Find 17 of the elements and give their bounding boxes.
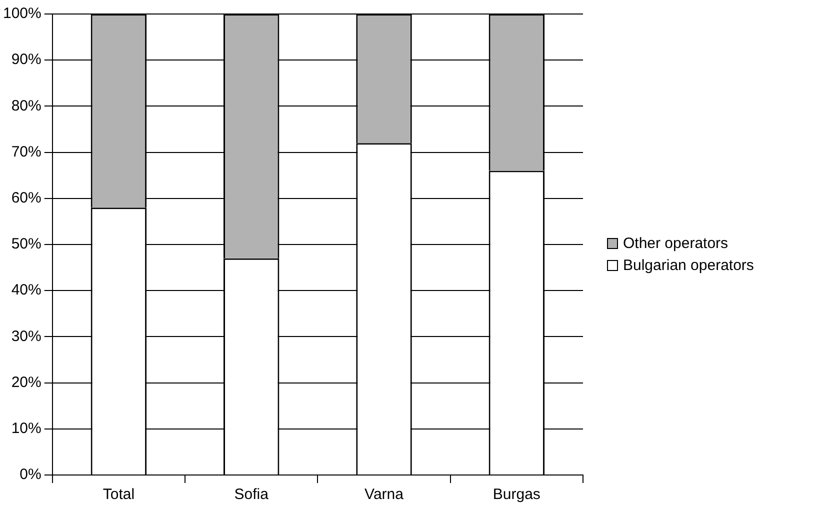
x-tick-label: Sofia: [234, 486, 270, 504]
x-tick-label: Varna: [364, 486, 404, 504]
y-tick-label: 30%: [11, 328, 42, 345]
text: Bulgarian operators: [623, 256, 754, 274]
y-tick-label: 40%: [11, 282, 42, 299]
y-tick-label: 50%: [11, 236, 42, 253]
x-tick-label: Total: [102, 486, 135, 504]
y-tick-label: 100%: [2, 5, 42, 22]
y-tick-label: 70%: [11, 143, 42, 160]
y-tick-label: 0%: [20, 466, 42, 484]
y-tick-label: 90%: [11, 51, 42, 68]
y-tick-label: 60%: [11, 190, 42, 207]
y-tick-label: 10%: [11, 420, 42, 438]
y-tick-label: 80%: [11, 97, 42, 114]
legend-label: Other operators: [623, 234, 728, 252]
y-tick-label: 20%: [11, 374, 42, 391]
x-tick-label: Burgas: [492, 486, 540, 504]
